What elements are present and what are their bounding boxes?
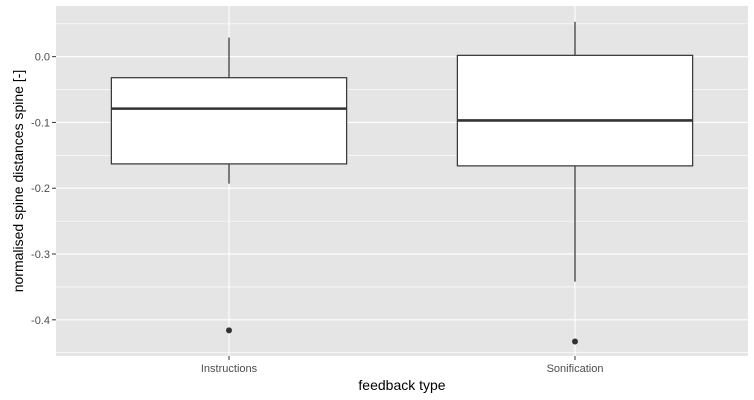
y-tick-label: 0.0 [35,52,50,64]
outlier-point [226,327,232,334]
y-axis-title: normalised spine distances spine [-] [10,70,26,293]
y-tick-label: -0.3 [31,249,50,261]
x-tick-label: Sonification [547,363,604,375]
outlier-point [572,338,578,345]
y-axis-ticks: 0.0 -0.1 -0.2 -0.3 -0.4 [31,52,56,327]
y-tick-label: -0.1 [31,117,50,129]
box-instructions [110,37,348,334]
x-axis-ticks: Instructions Sonification [201,356,604,375]
iqr-box [110,77,348,165]
y-tick-label: -0.2 [31,183,50,195]
box-sonification [456,21,694,345]
x-axis-title: feedback type [358,377,445,393]
y-tick-label: -0.4 [31,315,50,327]
iqr-box [456,54,694,167]
x-tick-label: Instructions [201,363,258,375]
boxes-layer [110,21,694,345]
